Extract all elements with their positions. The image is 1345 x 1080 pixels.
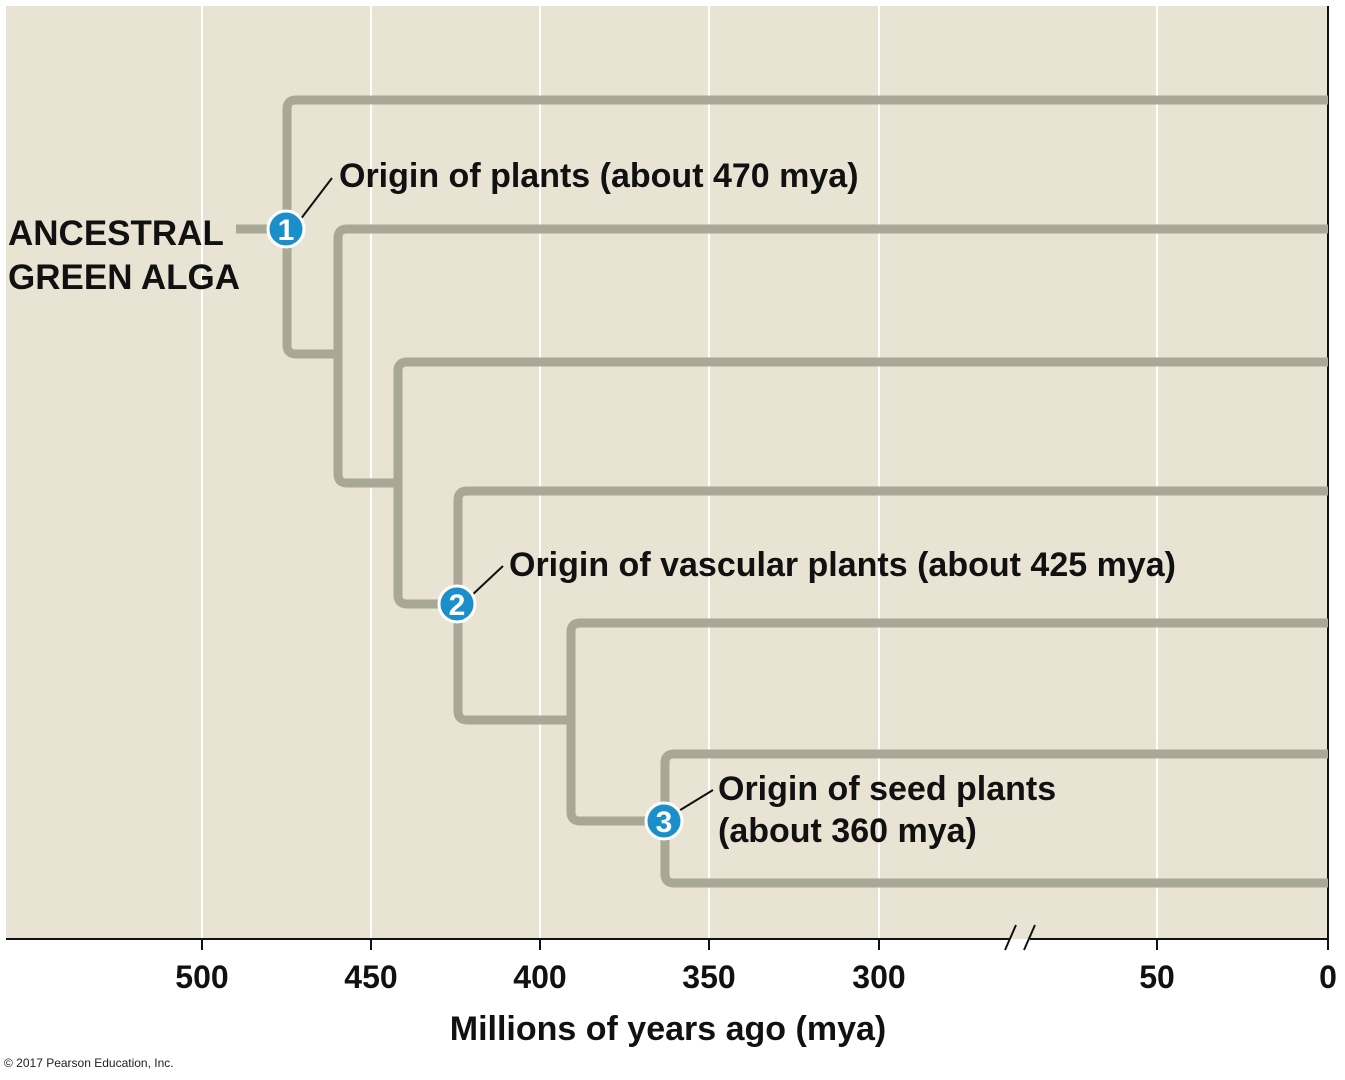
- leader-line-2: [469, 565, 504, 598]
- leader-lines: [299, 177, 714, 813]
- clade-3-branch: [393, 357, 1328, 609]
- gridlines: [201, 6, 1158, 939]
- event-marker-1-circle: [266, 209, 306, 249]
- ancestral-green-alga-label: ANCESTRAL GREEN ALGA: [8, 212, 240, 300]
- tick-label-350: 350: [682, 959, 735, 995]
- copyright-notice: © 2017 Pearson Education, Inc.: [4, 1056, 174, 1070]
- event-marker-2: 2: [437, 584, 477, 624]
- tick-label-450: 450: [344, 959, 397, 995]
- ancestor-line-2: GREEN ALGA: [8, 258, 241, 297]
- leader-line-1: [299, 177, 333, 221]
- event-marker-2-circle: [437, 584, 477, 624]
- event-label-1: Origin of plants (about 470 mya): [339, 157, 859, 195]
- x-axis: [6, 924, 1329, 951]
- clade-2-branch: [333, 224, 1328, 488]
- clade-5-branch: [566, 618, 1328, 826]
- axis-break-mark-2: [1023, 924, 1036, 951]
- event-marker-3-circle: [644, 801, 684, 841]
- tick-label-50: 50: [1139, 959, 1175, 995]
- event-marker-1: 1: [266, 209, 306, 249]
- event-marker-1-number: 1: [278, 214, 295, 247]
- event-marker-3: 3: [644, 801, 684, 841]
- event-label-3-line2: (about 360 mya): [718, 812, 977, 850]
- leader-line-3: [676, 789, 714, 813]
- axis-break-mark-1: [1004, 924, 1017, 951]
- tick-label-500: 500: [175, 959, 228, 995]
- tick-labels: 500 450 400 350 300 50 0: [175, 959, 1337, 995]
- event-marker-2-number: 2: [449, 589, 466, 622]
- tick-label-0: 0: [1319, 959, 1337, 995]
- ancestor-line-1: ANCESTRAL: [8, 214, 224, 253]
- event-marker-3-number: 3: [656, 806, 673, 839]
- event-label-2: Origin of vascular plants (about 425 mya…: [509, 546, 1176, 584]
- tick-label-400: 400: [513, 959, 566, 995]
- tick-label-300: 300: [852, 959, 905, 995]
- event-label-3-line1: Origin of seed plants: [718, 770, 1056, 808]
- x-axis-title: Millions of years ago (mya): [450, 1010, 886, 1048]
